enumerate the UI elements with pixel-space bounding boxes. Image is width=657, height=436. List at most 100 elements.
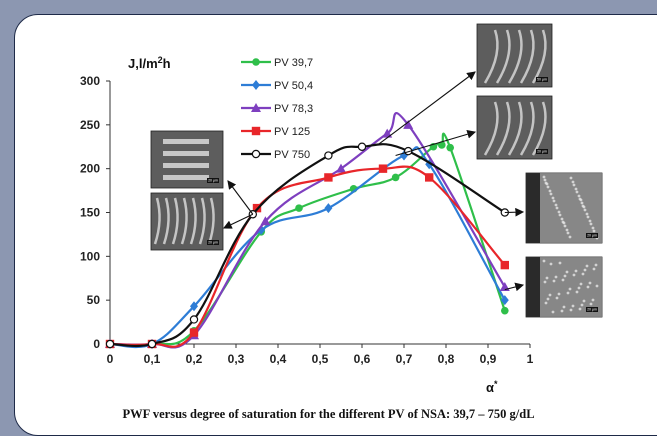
y-tick-label: 250 <box>80 118 100 132</box>
inset-pointer-arrow <box>504 207 525 217</box>
inset-texture <box>579 282 583 286</box>
inset-texture <box>592 267 596 271</box>
inset-texture <box>546 185 550 189</box>
inset-texture <box>551 196 555 200</box>
inset-texture <box>526 257 540 317</box>
inset-texture <box>558 213 562 217</box>
inset-texture <box>153 197 161 245</box>
inset-texture <box>571 304 575 308</box>
y-tick-label: 200 <box>80 162 100 176</box>
y-tick-label: 300 <box>80 74 100 88</box>
inset-texture <box>544 301 548 305</box>
x-tick-label: 0,9 <box>480 352 497 366</box>
inset-texture <box>549 262 553 266</box>
inset-texture <box>507 29 523 84</box>
inset-texture <box>163 175 209 180</box>
legend-item: PV 39,7 <box>241 57 313 69</box>
inset-texture <box>549 192 553 196</box>
inset-texture <box>543 280 547 284</box>
data-point <box>324 151 333 160</box>
inset-texture <box>585 264 589 268</box>
x-tick-label: 1 <box>527 352 534 366</box>
inset-scalebar <box>536 77 548 82</box>
inset-texture <box>162 197 170 245</box>
inset-texture <box>557 292 561 296</box>
inset-pointer-arrow <box>227 180 254 215</box>
inset-scale-label: 50 μm <box>537 78 547 82</box>
inset-texture <box>546 297 550 301</box>
inset-texture <box>557 210 561 214</box>
inset-pointer-arrow <box>504 282 525 292</box>
inset-texture <box>163 139 209 144</box>
legend: PV 39,7 PV 50,4 PV 78,3 PV 125 PV 750 <box>241 57 313 161</box>
inset-texture <box>552 279 556 283</box>
inset-texture <box>575 190 579 194</box>
data-point <box>403 119 414 129</box>
inset-texture <box>582 299 586 303</box>
legend-label: PV 78,3 <box>274 103 313 115</box>
inset-texture <box>575 290 579 294</box>
inset-texture <box>589 302 593 306</box>
x-tick-label: 0,1 <box>144 352 161 366</box>
inset-texture <box>588 281 592 285</box>
data-point <box>190 301 198 312</box>
inset-texture <box>560 309 564 313</box>
inset-texture <box>585 212 589 216</box>
inset-texture <box>580 201 584 205</box>
inset-texture <box>495 101 511 156</box>
inset-texture <box>569 176 573 180</box>
x-tick-label: 0 <box>107 352 114 366</box>
inset-texture <box>555 296 559 300</box>
inset-texture <box>554 203 558 207</box>
legend-swatch-marker <box>251 126 261 136</box>
inset-texture <box>543 178 547 182</box>
inset-texture <box>578 307 582 311</box>
inset-texture <box>591 298 595 302</box>
x-tick-label: 0,2 <box>186 352 203 366</box>
inset-texture <box>519 29 535 84</box>
figure-caption: PWF versus degree of saturation for the … <box>122 407 535 421</box>
inset-texture <box>558 261 562 265</box>
inset-texture <box>572 183 576 187</box>
x-tick-label: 0,3 <box>228 352 245 366</box>
inset-texture <box>565 228 569 232</box>
inset-scalebar <box>536 149 548 154</box>
inset-texture <box>562 305 566 309</box>
legend-swatch-marker <box>251 149 261 159</box>
data-point <box>446 143 455 152</box>
data-point <box>189 328 199 337</box>
inset-pointer-arrow <box>223 213 254 229</box>
inset-texture <box>589 222 593 226</box>
inset-texture <box>586 215 590 219</box>
inset-texture <box>577 194 581 198</box>
inset-texture <box>540 173 602 243</box>
data-point <box>391 173 400 182</box>
x-tick-label: 0,6 <box>354 352 371 366</box>
data-point <box>105 339 115 349</box>
inset-texture <box>572 273 576 277</box>
inset-texture <box>554 275 558 279</box>
legend-item: PV 78,3 <box>241 103 313 115</box>
data-point <box>500 295 509 306</box>
inset-texture <box>542 259 546 263</box>
data-point <box>501 306 509 315</box>
data-point <box>324 173 333 182</box>
y-axis-title: J,l/m2h <box>128 55 171 71</box>
inset-scalebar <box>207 178 219 183</box>
legend-swatch-marker <box>252 80 260 90</box>
inset-texture <box>583 268 587 272</box>
inset-texture <box>566 291 570 295</box>
sem-inset-top-right-1: 50 μm <box>476 23 553 88</box>
inset-texture <box>561 278 565 282</box>
inset-scalebar <box>586 233 598 238</box>
y-tick-label: 150 <box>80 206 100 220</box>
sem-inset-mid-left: 20 μm <box>150 192 224 251</box>
inset-texture <box>198 197 206 245</box>
inset-texture <box>586 285 590 289</box>
data-point <box>357 142 367 151</box>
data-point <box>500 260 509 270</box>
x-tick-label: 0,5 <box>312 352 329 366</box>
x-axis-title: α* <box>486 379 498 395</box>
data-point <box>324 203 333 214</box>
inset-texture <box>571 180 575 184</box>
